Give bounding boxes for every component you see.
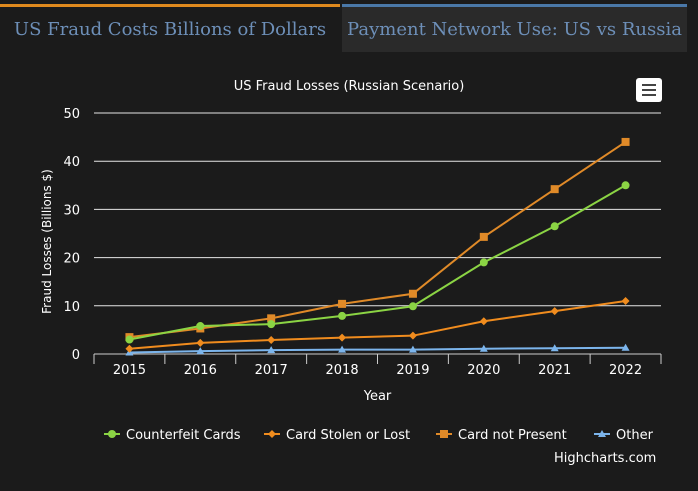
x-tick-label: 2020 — [467, 363, 500, 378]
data-point — [338, 345, 347, 353]
hamburger-icon-bar — [642, 89, 656, 91]
data-point — [267, 314, 276, 323]
data-point — [621, 296, 630, 305]
data-point — [479, 232, 488, 241]
data-point — [621, 137, 630, 146]
data-point — [621, 343, 630, 351]
data-point — [408, 289, 417, 298]
series-line-counterfeit-cards — [129, 184, 627, 341]
y-axis-title: Fraud Losses (Billions $) — [40, 169, 54, 314]
series-line-card-not-present — [129, 141, 627, 339]
x-tick-label: 2022 — [609, 363, 642, 378]
hamburger-icon-bar — [642, 94, 656, 96]
y-tick-label: 50 — [63, 107, 80, 122]
legend-marker — [440, 430, 448, 438]
data-point — [338, 311, 347, 320]
data-point — [196, 322, 205, 331]
y-tick-label: 20 — [63, 252, 80, 267]
hamburger-icon-bar — [642, 84, 656, 86]
x-axis-title: Year — [363, 389, 392, 404]
x-tick-label: 2015 — [113, 363, 146, 378]
data-point — [479, 317, 488, 326]
x-tick-label: 2016 — [184, 363, 217, 378]
legend-item-label: Other — [616, 428, 654, 443]
x-tick-label: 2017 — [255, 363, 288, 378]
y-tick-label: 40 — [63, 155, 80, 170]
chart-menu-button[interactable] — [636, 78, 662, 102]
data-point — [550, 185, 559, 194]
line-chart: 0 10 20 30 40 50 2015 2016 2017 2018 2019 2020 2021 2… — [40, 107, 662, 443]
data-point — [408, 302, 417, 311]
data-point — [479, 258, 488, 267]
data-point — [267, 320, 276, 329]
data-point — [338, 333, 347, 342]
data-point — [196, 347, 205, 355]
data-point — [550, 307, 559, 316]
y-tick-label: 0 — [72, 348, 80, 363]
data-point — [550, 344, 559, 352]
data-point — [125, 344, 134, 353]
chart-title: US Fraud Losses (Russian Scenario) — [233, 79, 465, 94]
data-point — [550, 222, 559, 231]
x-tick-label: 2018 — [326, 363, 359, 378]
highcharts-credit-link[interactable]: Highcharts.com — [554, 451, 657, 466]
legend-item-label: Card not Present — [458, 428, 567, 443]
data-point — [621, 181, 630, 190]
data-point — [267, 336, 276, 345]
legend-marker — [598, 430, 606, 437]
x-tick-label: 2019 — [396, 363, 429, 378]
chart-container: 0 10 20 30 40 50 2015 2016 2017 2018 2019 2020 2021 2… — [0, 52, 698, 491]
legend-marker — [268, 430, 276, 438]
tab-bar: US Fraud Costs Billions of Dollars Payme… — [0, 0, 698, 52]
series-line-other — [129, 346, 626, 354]
legend-item-label: Card Stolen or Lost — [286, 428, 410, 443]
data-point — [196, 338, 205, 347]
data-point — [267, 346, 276, 354]
y-tick-label: 30 — [63, 203, 80, 218]
x-tick-label: 2021 — [538, 363, 571, 378]
legend-item-label: Counterfeit Cards — [126, 428, 241, 443]
data-point — [408, 331, 417, 340]
data-point — [125, 335, 134, 344]
data-point — [479, 344, 488, 352]
tab-us-fraud-costs[interactable]: US Fraud Costs Billions of Dollars — [0, 4, 340, 52]
data-point — [408, 345, 417, 353]
legend-marker — [108, 430, 116, 438]
tab-payment-network-use[interactable]: Payment Network Use: US vs Russia — [342, 4, 687, 52]
y-tick-label: 10 — [63, 300, 80, 315]
series-line-card-stolen-or-lost — [129, 299, 626, 350]
data-point — [338, 299, 347, 308]
